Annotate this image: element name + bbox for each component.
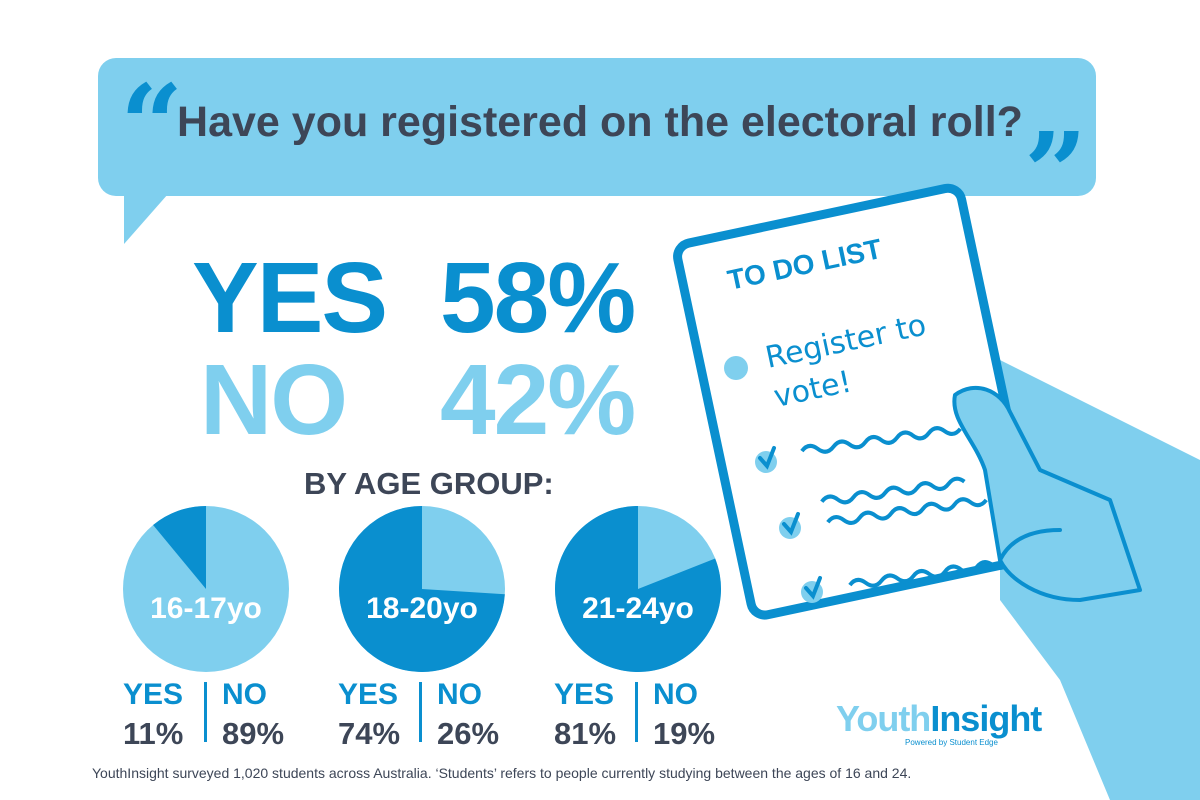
pie-slice-yes	[339, 506, 505, 672]
no-value: 19%	[653, 716, 716, 751]
squiggle-line	[820, 476, 966, 505]
overall-yes-label: YES	[192, 242, 388, 354]
brand-name-part1: Youth	[836, 698, 931, 739]
pie-chart-16-17	[123, 506, 289, 672]
checkmark-icon	[782, 512, 800, 536]
quote-open-icon: “	[120, 60, 184, 189]
squiggle-line	[826, 497, 988, 525]
quote-close-icon: ”	[1024, 108, 1088, 237]
stat-yes-16-17: YES 11%	[123, 678, 184, 751]
pie-18-20: 18-20yo	[339, 506, 505, 672]
overall-no-value: 42%	[440, 344, 636, 456]
pie-label-18-20: 18-20yo	[366, 592, 478, 625]
squiggle-line	[800, 426, 962, 454]
speech-bubble-tail	[124, 194, 168, 244]
pie-slice-yes	[153, 506, 206, 589]
stat-no-16-17: NO 89%	[222, 678, 285, 751]
no-value: 26%	[437, 716, 500, 751]
thumb-line	[998, 528, 1062, 562]
pie-label-16-17: 16-17yo	[150, 592, 262, 625]
no-label: NO	[437, 678, 482, 711]
no-label: NO	[653, 678, 698, 711]
brand-tagline: Powered by Student Edge	[905, 738, 998, 747]
brand-logo: YouthInsight	[836, 698, 1042, 740]
overall-yes-value: 58%	[440, 242, 636, 354]
squiggle-line	[848, 560, 1010, 588]
pie-chart-21-24	[555, 506, 721, 672]
overall-no-label: NO	[200, 344, 348, 456]
yes-value: 81%	[554, 716, 617, 751]
pie-chart-18-20	[339, 506, 505, 672]
no-label: NO	[222, 678, 267, 711]
checkmark-icon	[804, 576, 822, 600]
brand-name-part2: Insight	[930, 698, 1042, 739]
speech-bubble	[98, 58, 1096, 196]
pie-label-21-24: 21-24yo	[582, 592, 694, 625]
pie-slice-yes	[555, 506, 721, 672]
bullet-icon	[724, 356, 748, 380]
stat-yes-18-20: YES 74%	[338, 678, 401, 751]
yes-value: 11%	[123, 716, 184, 751]
footnote: YouthInsight surveyed 1,020 students acr…	[92, 765, 912, 781]
stat-yes-21-24: YES 81%	[554, 678, 617, 751]
pie-21-24: 21-24yo	[555, 506, 721, 672]
divider	[635, 682, 638, 742]
hand-icon	[952, 385, 1142, 602]
survey-question: Have you registered on the electoral rol…	[177, 98, 1023, 146]
stat-no-21-24: NO 19%	[653, 678, 716, 751]
yes-label: YES	[338, 678, 399, 711]
yes-label: YES	[123, 678, 184, 711]
yes-value: 74%	[338, 716, 401, 751]
yes-label: YES	[554, 678, 615, 711]
checkmark-icon	[758, 446, 776, 470]
no-value: 89%	[222, 716, 285, 751]
divider	[419, 682, 422, 742]
stat-no-18-20: NO 26%	[437, 678, 500, 751]
divider	[204, 682, 207, 742]
age-group-heading: BY AGE GROUP:	[304, 466, 554, 501]
pie-16-17: 16-17yo	[123, 506, 289, 672]
